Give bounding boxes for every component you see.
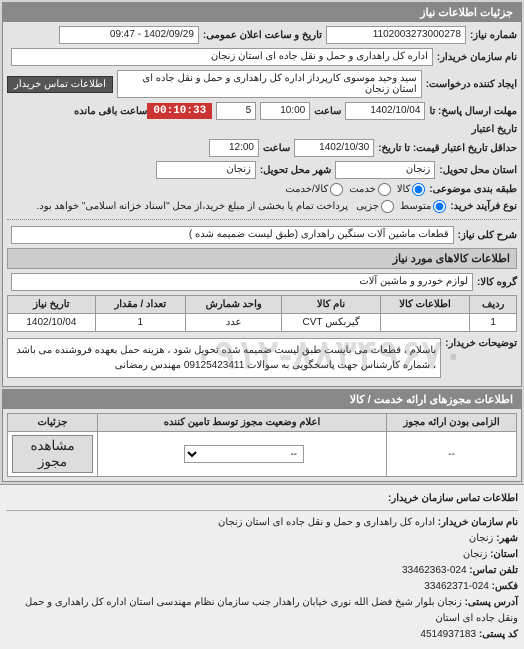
price-until-date-field: 1402/10/30 [294, 139, 374, 157]
buy-avg-label: متوسط [400, 201, 431, 212]
f-city-label: شهر: [496, 533, 518, 544]
col-unit: واحد شمارش [185, 296, 282, 314]
pack-goods-radio[interactable] [412, 183, 425, 196]
f-postal: 4514937183 [420, 629, 476, 640]
permits-header: اطلاعات مجوزهای ارائه خدمت / کالا [3, 390, 521, 409]
city-label: شهر محل تحویل: [260, 165, 332, 176]
f-province-label: استان: [490, 549, 518, 560]
cell-info [380, 314, 470, 332]
price-until-label: حداقل تاریخ اعتبار قیمت: تا تاریخ: [378, 143, 517, 154]
buy-small-label: جزیی [356, 201, 379, 212]
buyer-field: اداره کل راهداری و حمل و نقل جاده ای است… [11, 48, 433, 66]
buy-small-radio[interactable] [381, 200, 394, 213]
cell-date: 1402/10/04 [8, 314, 96, 332]
deadline-date-field: 1402/10/04 [345, 102, 425, 120]
cell-name: گیربکس CVT [282, 314, 380, 332]
perm-details-cell: مشاهده مجوز [8, 432, 98, 477]
view-permit-button[interactable]: مشاهده مجوز [12, 435, 93, 473]
buy-avg-radio[interactable] [433, 200, 446, 213]
req-no-field: 1102003273000278 [326, 26, 466, 44]
col-date: تاریخ نیاز [8, 296, 96, 314]
province-label: استان محل تحویل: [439, 165, 517, 176]
f-org-label: نام سازمان خریدار: [438, 517, 518, 528]
f-phone-label: تلفن تماس: [469, 565, 518, 576]
table-row: 1 گیربکس CVT عدد 1 1402/10/04 [8, 314, 517, 332]
permits-row: -- -- مشاهده مجوز [8, 432, 517, 477]
col-info: اطلاعات کالا [380, 296, 470, 314]
perm-mandatory-cell: -- [387, 432, 517, 477]
goods-table: ردیف اطلاعات کالا نام کالا واحد شمارش تع… [7, 295, 517, 332]
pack-radio-group: کالا خدمت کالا/خدمت [285, 183, 425, 196]
need-details-panel: جزئیات اطلاعات نیاز شماره نیاز: 11020032… [2, 2, 522, 387]
contact-buyer-button[interactable]: اطلاعات تماس خریدار [7, 76, 113, 93]
col-name: نام کالا [282, 296, 380, 314]
pack-both-label: کالا/خدمت [285, 184, 328, 195]
pack-both-radio[interactable] [330, 183, 343, 196]
pack-service-radio[interactable] [378, 183, 391, 196]
requester-label: ایجاد کننده درخواست: [426, 79, 517, 90]
f-fax: 024-33462371 [424, 581, 489, 592]
deadline-label: مهلت ارسال پاسخ: تا [429, 106, 517, 117]
time-label-2: ساعت [263, 143, 290, 154]
pack-label: طبقه بندی موضوعی: [429, 184, 517, 195]
permits-panel: اطلاعات مجوزهای ارائه خدمت / کالا الزامی… [2, 389, 522, 482]
req-no-label: شماره نیاز: [470, 30, 517, 41]
time-label-1: ساعت [314, 106, 341, 117]
buyer-note-label: توضیحات خریدار: [445, 338, 517, 349]
f-province: زنجان [463, 549, 487, 560]
perm-status-cell: -- [98, 432, 387, 477]
announce-label: تاریخ و ساعت اعلان عمومی: [203, 30, 322, 41]
announce-field: 1402/09/29 - 09:47 [59, 26, 199, 44]
cell-idx: 1 [470, 314, 517, 332]
countdown-timer: 00:10:33 [147, 103, 212, 119]
buy-type-radio-group: متوسط جزیی [356, 200, 446, 213]
perm-col-details: جزئیات [8, 414, 98, 432]
remain-days-field: 5 [216, 102, 256, 120]
desc-label: شرح کلی نیاز: [458, 230, 517, 241]
permits-table: الزامی بودن ارائه مجوز اعلام وضعیت مجوز … [7, 413, 517, 477]
buy-type-label: نوع فرآیند خرید: [450, 201, 517, 212]
f-org: اداره کل راهداری و حمل و نقل جاده ای است… [218, 517, 435, 528]
deadline-time-field: 10:00 [260, 102, 310, 120]
col-qty: تعداد / مقدار [95, 296, 185, 314]
f-address: زنجان بلوار شیخ فضل الله نوری خیابان راه… [25, 597, 518, 624]
cell-qty: 1 [95, 314, 185, 332]
f-city: زنجان [469, 533, 493, 544]
f-phone: 024-33462363 [402, 565, 467, 576]
buyer-label: نام سازمان خریدار: [437, 52, 517, 63]
f-fax-label: فکس: [492, 581, 518, 592]
buyer-note-field: باسلام ، قطعات می بایست طبق لیست ضمیمه ش… [7, 338, 441, 378]
perm-col-mandatory: الزامی بودن ارائه مجوز [387, 414, 517, 432]
requester-field: سید وحید موسوی کارپرداز اداره کل راهداری… [117, 70, 422, 98]
goods-table-header-row: ردیف اطلاعات کالا نام کالا واحد شمارش تع… [8, 296, 517, 314]
group-label: گروه کالا: [477, 277, 517, 288]
permits-header-row: الزامی بودن ارائه مجوز اعلام وضعیت مجوز … [8, 414, 517, 432]
price-until-time-field: 12:00 [209, 139, 259, 157]
perm-status-select[interactable]: -- [184, 445, 304, 463]
pack-service-label: خدمت [349, 184, 376, 195]
valid-label: تاریخ اعتبار [472, 124, 517, 135]
perm-col-status: اعلام وضعیت مجوز توسط تامین کننده [98, 414, 387, 432]
buyer-contact-footer: اطلاعات تماس سازمان خریدار: نام سازمان خ… [0, 484, 524, 649]
group-field: لوازم خودرو و ماشین آلات [11, 273, 473, 291]
col-idx: ردیف [470, 296, 517, 314]
city-field: زنجان [156, 161, 256, 179]
f-address-label: آدرس پستی: [465, 597, 518, 608]
footer-title: اطلاعات تماس سازمان خریدار: [6, 491, 518, 511]
pack-goods-label: کالا [397, 184, 411, 195]
goods-info-header: اطلاعات کالاهای مورد نیاز [7, 248, 517, 269]
remain-label: ساعت باقی مانده [74, 106, 147, 117]
cell-unit: عدد [185, 314, 282, 332]
desc-field: قطعات ماشین آلات سنگین راهداری (طبق لیست… [11, 226, 454, 244]
f-postal-label: کد پستی: [479, 629, 518, 640]
need-details-header: جزئیات اطلاعات نیاز [3, 3, 521, 22]
pay-note: پرداخت تمام یا بخشی از مبلغ خرید،از محل … [36, 201, 348, 212]
province-field: زنجان [335, 161, 435, 179]
